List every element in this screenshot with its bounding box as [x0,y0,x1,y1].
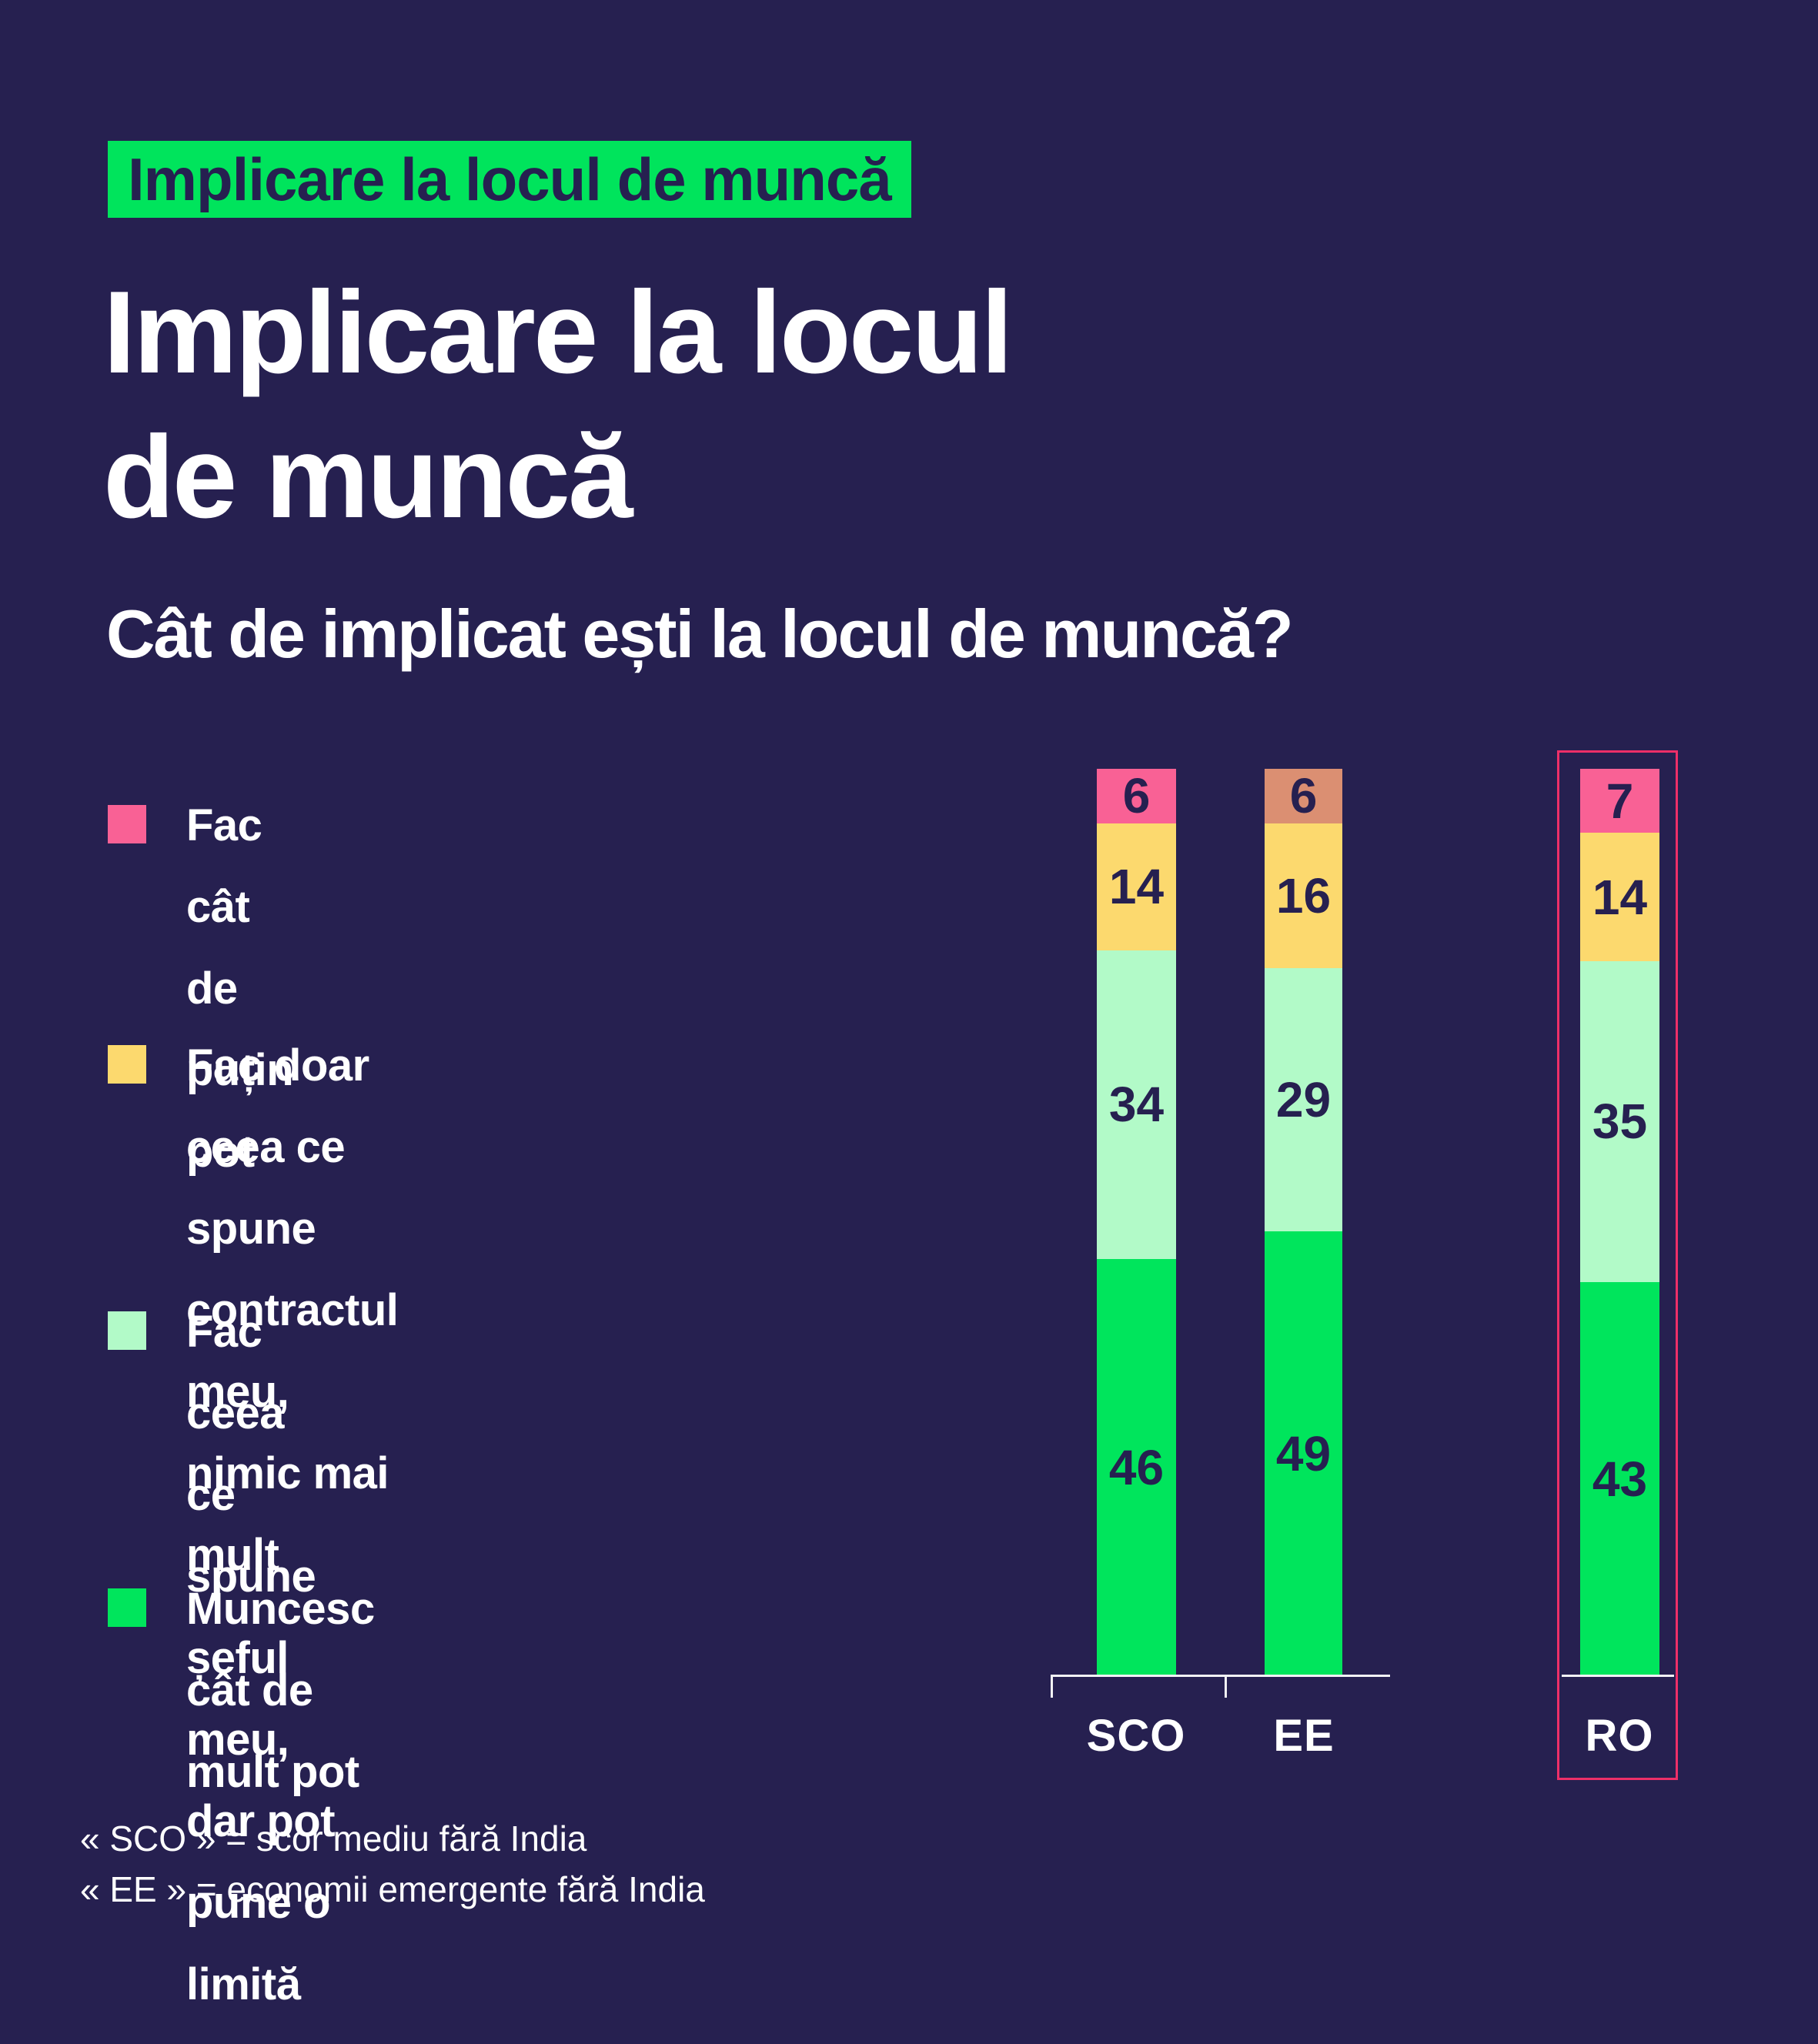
segment-value-label: 43 [1592,1451,1648,1507]
segment-value-label: 6 [1289,768,1318,824]
segment-value-label: 14 [1592,869,1648,925]
legend-item: Fac cât de puțin pot [108,785,294,1193]
bar-segment: 6 [1097,768,1176,824]
footnote-sco: « SCO » = scor mediu fără India [80,1819,587,1859]
footnote-ee: « EE » = economii emergente fără India [80,1869,705,1909]
bar-segment: 14 [1580,833,1659,962]
category-label-sco: SCO [1086,1711,1186,1761]
legend-label: Fac doar ceea ce spune contractul meu, n… [186,1040,399,1580]
footnotes: « SCO » = scor mediu fără India « EE » =… [80,1813,705,1915]
segment-value-label: 34 [1108,1077,1165,1133]
survey-question: Cât de implicat ești la locul de muncă? [106,596,1294,672]
segment-value-label: 29 [1275,1072,1332,1128]
bar-segment: 35 [1580,961,1659,1282]
legend-swatch [108,1045,146,1084]
segment-value-label: 49 [1275,1426,1332,1482]
x-axis-tick-left [1051,1675,1053,1698]
bar-segment: 14 [1097,823,1176,950]
segment-value-label: 35 [1592,1094,1648,1150]
x-axis-line [1051,1675,1390,1677]
bar-segment: 6 [1265,768,1342,824]
bar-segment: 49 [1265,1231,1342,1676]
legend-label: Muncesc cât de mult pot [186,1584,375,1797]
legend-swatch [108,1588,146,1627]
bar-segment: 29 [1265,968,1342,1232]
bar-segment: 34 [1097,950,1176,1259]
legend-label: Fac cât de puțin pot [186,800,294,1177]
bar-segment: 7 [1580,769,1659,833]
page-title: Implicare la locul de muncă [103,267,1013,543]
category-label-ro: RO [1585,1711,1654,1761]
stacked-bar-ee: 6 16 29 49 [1265,768,1342,1676]
highlight-frame-ro [1557,750,1678,1780]
segment-value-label: 6 [1122,768,1151,824]
x-axis-line-ro [1562,1675,1674,1677]
legend-item: Fac ceea ce spune șeful meu, dar pot pun… [108,1291,345,2044]
stacked-bar-sco: 6 14 34 46 [1097,768,1176,1676]
legend-label: Fac ceea ce spune șeful meu, dar pot pun… [186,1307,336,2044]
category-label-ee: EE [1273,1711,1335,1761]
legend-item: Muncesc cât de mult pot [108,1568,375,1813]
x-axis-tick-middle [1225,1675,1227,1698]
bar-segment: 16 [1265,823,1342,969]
segment-value-label: 7 [1606,773,1634,829]
stacked-bar-ro: 7 14 35 43 [1580,769,1659,1676]
segment-value-label: 14 [1108,859,1165,915]
legend-item: Fac doar ceea ce spune contractul meu, n… [108,1025,399,1596]
legend-swatch [108,805,146,843]
bar-segment: 46 [1097,1258,1176,1676]
bar-segment: 43 [1580,1281,1659,1676]
segment-value-label: 46 [1108,1439,1165,1495]
legend-swatch [108,1311,146,1350]
category-badge: Implicare la locul de muncă [108,141,911,218]
segment-value-label: 16 [1275,867,1332,923]
